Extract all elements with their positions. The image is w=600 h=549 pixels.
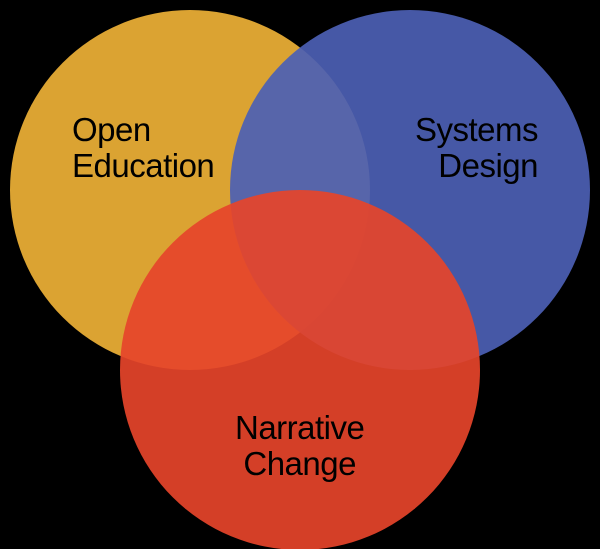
label-systems-design: Systems Design [398,112,538,185]
venn-diagram: Open Education Systems Design Narrative … [0,0,600,549]
circle-narrative-change [120,190,480,549]
label-narrative-change: Narrative Change [235,410,364,483]
label-open-education: Open Education [72,112,214,185]
